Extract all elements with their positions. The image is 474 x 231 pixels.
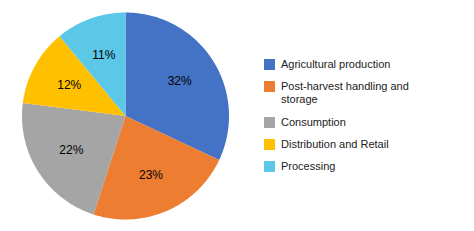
- html-text:Consumption: Consumption: [281, 115, 346, 128]
- svg-text:23%: 23%: [139, 168, 163, 182]
- svg-text:22%: 22%: [59, 143, 83, 157]
- html-text:Post-harvest handling and stor: Post-harvest handling and storage: [281, 80, 409, 106]
- svg-text:12%: 12%: [57, 78, 81, 92]
- svg-text:11%: 11%: [92, 48, 115, 62]
- html-text:Agricultural production: Agricultural production: [281, 57, 391, 70]
- html-text:Distribution and Retail: Distribution and Retail: [281, 137, 389, 150]
- svg-text:32%: 32%: [168, 74, 192, 88]
- html-text:Processing: Processing: [281, 159, 336, 172]
